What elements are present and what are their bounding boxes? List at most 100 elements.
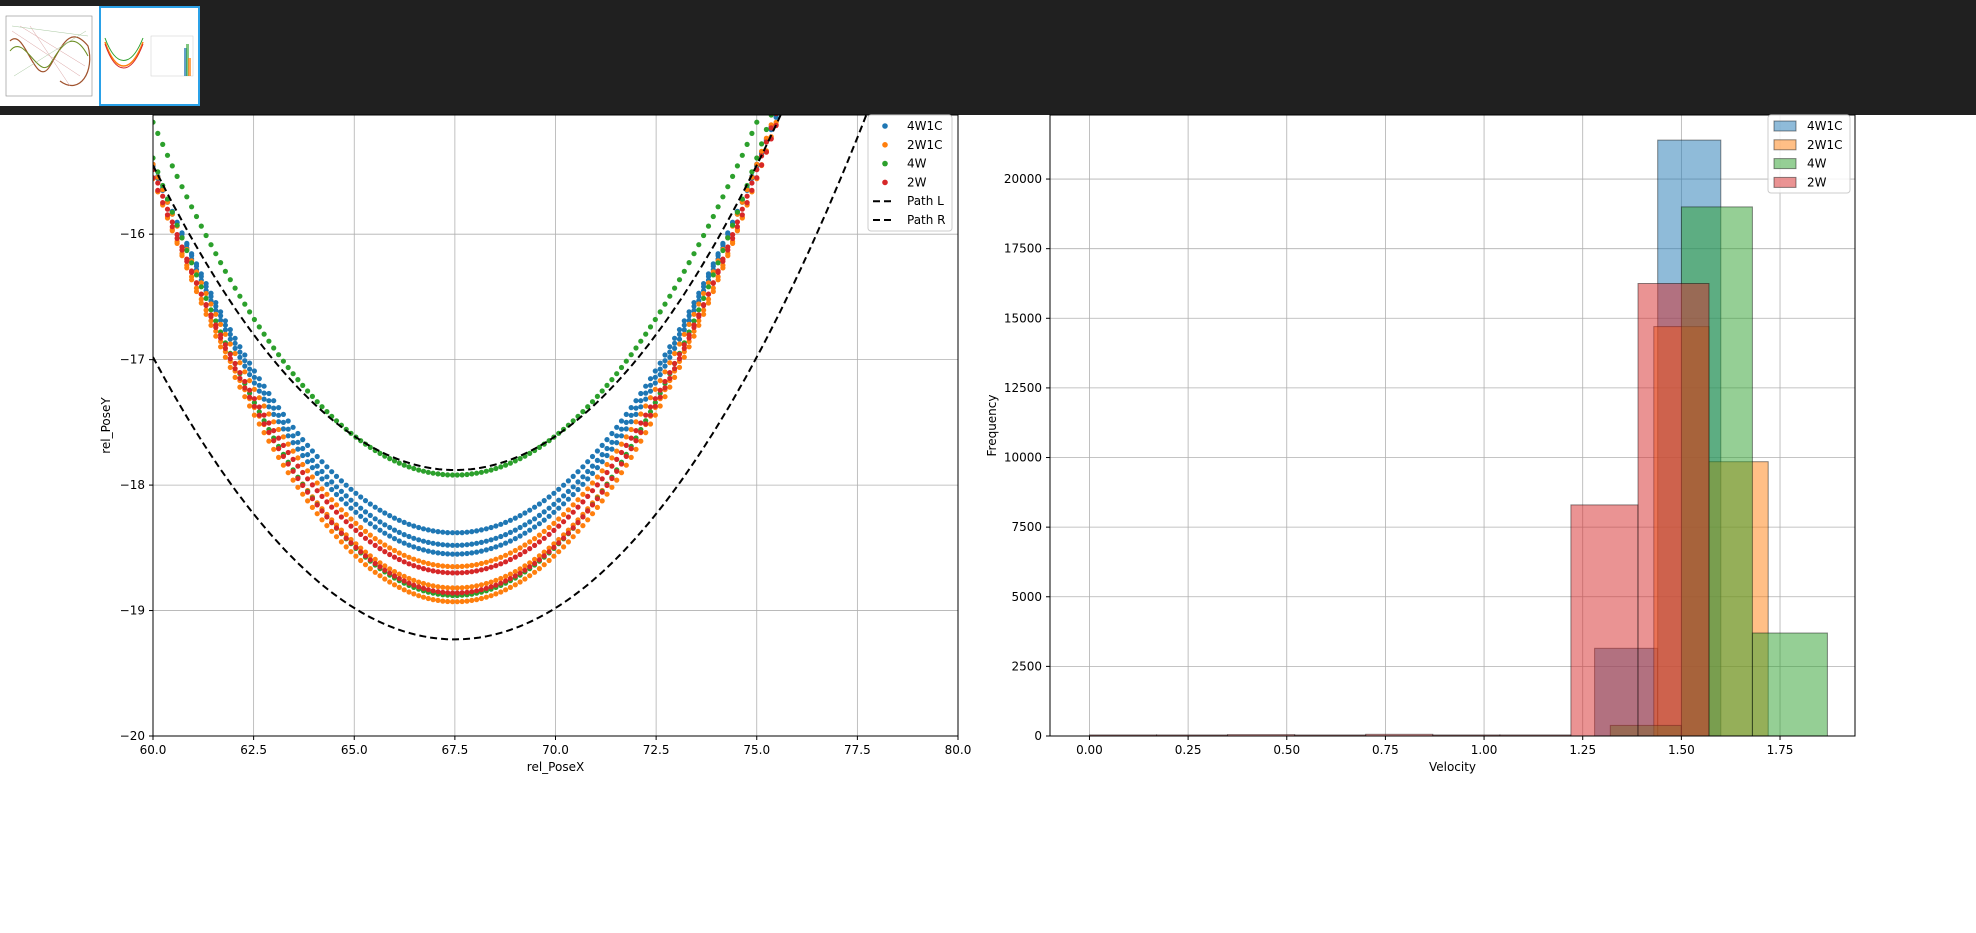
data-point xyxy=(449,530,456,536)
data-point xyxy=(803,35,808,40)
data-point xyxy=(324,514,330,520)
data-point xyxy=(812,9,817,14)
data-point xyxy=(478,539,484,546)
data-point xyxy=(353,509,359,515)
data-point xyxy=(256,412,262,418)
data-point xyxy=(372,504,378,510)
data-point xyxy=(532,569,538,575)
data-point xyxy=(469,589,475,595)
data-point xyxy=(198,300,204,306)
data-point xyxy=(362,498,369,504)
data-point xyxy=(599,476,605,482)
data-point xyxy=(628,435,634,441)
y-tick-label: 5000 xyxy=(1011,590,1042,604)
x-tick-label: 0.25 xyxy=(1175,743,1202,757)
data-point xyxy=(507,529,513,536)
data-point xyxy=(585,404,591,410)
data-point xyxy=(643,430,649,436)
data-point xyxy=(546,524,552,531)
thumbnail-2[interactable] xyxy=(99,6,200,106)
data-point xyxy=(382,576,388,582)
data-point xyxy=(242,394,248,400)
data-point xyxy=(788,67,793,72)
data-point xyxy=(425,539,431,546)
data-point xyxy=(803,36,808,41)
data-point xyxy=(536,553,543,559)
data-point xyxy=(411,582,417,588)
data-point xyxy=(580,499,586,505)
data-point xyxy=(652,380,658,386)
data-point xyxy=(459,570,465,576)
data-point xyxy=(290,433,296,439)
data-point xyxy=(803,39,808,44)
data-point xyxy=(372,556,378,563)
data-point xyxy=(652,368,658,374)
y-tick-label: 7500 xyxy=(1011,520,1042,534)
data-point xyxy=(242,378,248,385)
data-point xyxy=(730,240,736,246)
data-point xyxy=(512,569,518,575)
data-point xyxy=(469,529,475,535)
data-point xyxy=(169,224,175,230)
thumbnail-1[interactable] xyxy=(0,6,99,106)
data-point xyxy=(459,598,465,605)
data-point xyxy=(667,349,673,355)
data-point xyxy=(343,482,349,488)
data-point xyxy=(754,119,760,125)
data-point xyxy=(276,412,282,418)
data-point xyxy=(744,200,750,206)
data-point xyxy=(532,516,538,522)
data-point xyxy=(290,440,296,446)
data-point xyxy=(681,268,687,274)
data-point xyxy=(667,360,673,366)
data-point xyxy=(754,175,760,181)
data-point xyxy=(420,580,427,587)
data-point xyxy=(179,184,185,190)
data-point xyxy=(652,412,658,418)
data-point xyxy=(469,471,475,477)
data-point xyxy=(314,453,320,460)
data-point xyxy=(153,175,156,181)
data-point xyxy=(701,311,707,317)
data-point xyxy=(483,594,489,600)
data-point xyxy=(459,472,465,478)
data-point xyxy=(498,580,504,586)
data-point xyxy=(522,567,528,573)
data-point xyxy=(305,388,311,394)
data-point xyxy=(353,490,359,496)
data-point xyxy=(309,482,315,488)
data-point xyxy=(305,459,311,465)
data-point xyxy=(290,468,296,474)
data-point xyxy=(474,540,480,546)
data-point xyxy=(478,587,484,593)
data-point xyxy=(638,338,644,344)
data-point xyxy=(676,277,683,283)
data-point xyxy=(594,457,601,463)
data-point xyxy=(449,585,456,591)
data-point xyxy=(459,530,465,536)
data-point xyxy=(662,352,668,358)
data-point xyxy=(561,511,567,518)
data-point xyxy=(295,430,301,437)
data-point xyxy=(527,450,533,456)
data-point xyxy=(546,549,552,555)
x-tick-label: 1.00 xyxy=(1471,743,1498,757)
histogram-bar xyxy=(1751,632,1828,737)
series-2w xyxy=(1089,283,1710,737)
data-point xyxy=(237,293,243,299)
data-point xyxy=(512,547,518,554)
data-point xyxy=(744,141,750,147)
data-point xyxy=(551,509,557,515)
data-point xyxy=(247,360,253,366)
data-point xyxy=(377,539,383,545)
data-point xyxy=(667,354,673,360)
data-point xyxy=(691,251,697,257)
data-point xyxy=(705,280,712,286)
data-point xyxy=(420,559,427,565)
data-point xyxy=(314,470,320,476)
data-point xyxy=(561,501,567,507)
data-point xyxy=(251,374,257,380)
data-point xyxy=(362,517,369,523)
data-point xyxy=(348,523,354,529)
data-point xyxy=(280,434,286,440)
